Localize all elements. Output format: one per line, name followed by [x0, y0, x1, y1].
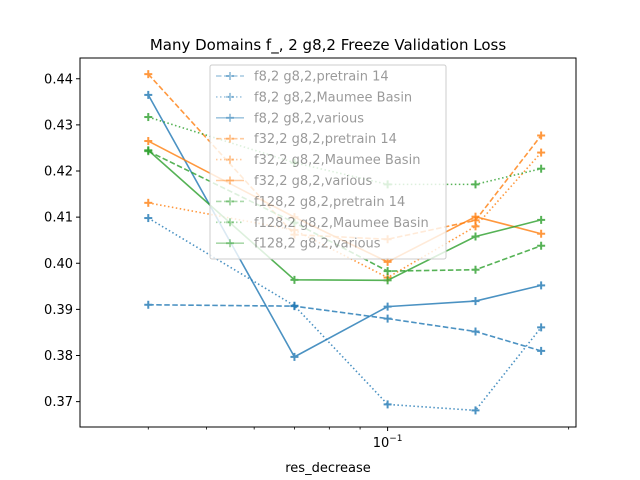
legend-marker: [226, 218, 234, 227]
x-axis: 10−1: [147, 427, 570, 451]
chart-title: Many Domains f_, 2 g8,2 Freeze Validatio…: [150, 36, 506, 55]
legend-item: f128,2 g8,2,Maumee Basin: [216, 216, 429, 231]
legend-label: f32,2 g8,2,pretrain 14: [254, 132, 397, 147]
y-tick-label: 0.44: [44, 72, 73, 87]
legend-marker: [226, 155, 234, 164]
data-point: [471, 232, 480, 241]
data-point: [537, 215, 546, 224]
data-point: [144, 300, 153, 309]
data-point: [290, 275, 299, 284]
data-point: [144, 70, 153, 79]
data-point: [537, 131, 546, 140]
legend-item: f8,2 g8,2,pretrain 14: [216, 70, 389, 85]
legend-label: f8,2 g8,2,pretrain 14: [254, 70, 389, 85]
y-tick-label: 0.43: [44, 118, 73, 133]
x-axis-label: res_decrease: [285, 461, 371, 476]
legend-item: f8,2 g8,2,various: [216, 111, 364, 126]
data-point: [537, 281, 546, 290]
data-point: [144, 137, 153, 146]
data-point: [144, 198, 153, 207]
legend-marker: [226, 92, 234, 101]
y-tick-label: 0.37: [44, 395, 73, 410]
y-tick-label: 0.40: [44, 257, 73, 272]
series-1: [144, 300, 546, 355]
data-point: [537, 229, 546, 238]
data-point: [144, 90, 153, 99]
y-tick-label: 0.39: [44, 303, 73, 318]
legend-label: f128,2 g8,2,Maumee Basin: [254, 216, 429, 231]
series-3: [144, 90, 546, 361]
legend-item: f8,2 g8,2,Maumee Basin: [216, 90, 412, 105]
data-point: [383, 314, 392, 323]
legend-label: f8,2 g8,2,various: [254, 111, 364, 126]
y-tick-label: 0.42: [44, 165, 73, 180]
data-point: [471, 212, 480, 221]
legend-box: [209, 64, 447, 260]
data-point: [471, 222, 480, 231]
series-2: [144, 214, 546, 415]
data-point: [144, 214, 153, 223]
data-point: [537, 323, 546, 332]
data-point: [537, 346, 546, 355]
data-point: [383, 400, 392, 409]
y-axis: 0.37 0.38 0.39 0.40 0.41 0.42 0.43 0.44: [44, 72, 80, 410]
legend-marker: [226, 134, 234, 143]
legend-marker: [226, 197, 234, 206]
legend-marker: [226, 113, 234, 122]
data-point: [383, 302, 392, 311]
data-point: [144, 146, 153, 155]
legend-item: f128,2 g8,2,various: [216, 237, 381, 252]
data-point: [290, 301, 299, 310]
data-point: [537, 164, 546, 173]
y-tick-label: 0.41: [44, 211, 73, 226]
data-point: [471, 327, 480, 336]
legend-marker: [226, 72, 234, 80]
legend-label: f32,2 g8,2,various: [254, 174, 373, 189]
data-point: [290, 352, 299, 361]
legend-item: f32,2 g8,2,Maumee Basin: [216, 153, 420, 168]
data-point: [144, 113, 153, 122]
legend-label: f32,2 g8,2,Maumee Basin: [254, 153, 420, 168]
legend-label: f128,2 g8,2,various: [254, 237, 381, 252]
data-point: [383, 267, 392, 276]
data-point: [383, 276, 392, 285]
data-point: [471, 265, 480, 274]
x-tick-label: 10−1: [373, 434, 403, 451]
legend-item: f128,2 g8,2,pretrain 14: [216, 195, 405, 210]
data-point: [471, 297, 480, 306]
legend-item: f32,2 g8,2,pretrain 14: [216, 132, 397, 147]
y-tick-label: 0.38: [44, 349, 73, 364]
data-point: [537, 241, 546, 250]
legend-marker: [226, 239, 234, 248]
axes-frame: [79, 57, 577, 428]
legend-item: f32,2 g8,2,various: [216, 174, 373, 189]
data-point: [537, 148, 546, 157]
legend: f8,2 g8,2,pretrain 14 f8,2 g8,2,Maumee Ba…: [209, 64, 447, 260]
data-point: [471, 406, 480, 415]
legend-label: f128,2 g8,2,pretrain 14: [254, 195, 405, 210]
legend-marker: [226, 176, 234, 185]
data-point: [471, 180, 480, 189]
legend-label: f8,2 g8,2,Maumee Basin: [254, 90, 412, 105]
